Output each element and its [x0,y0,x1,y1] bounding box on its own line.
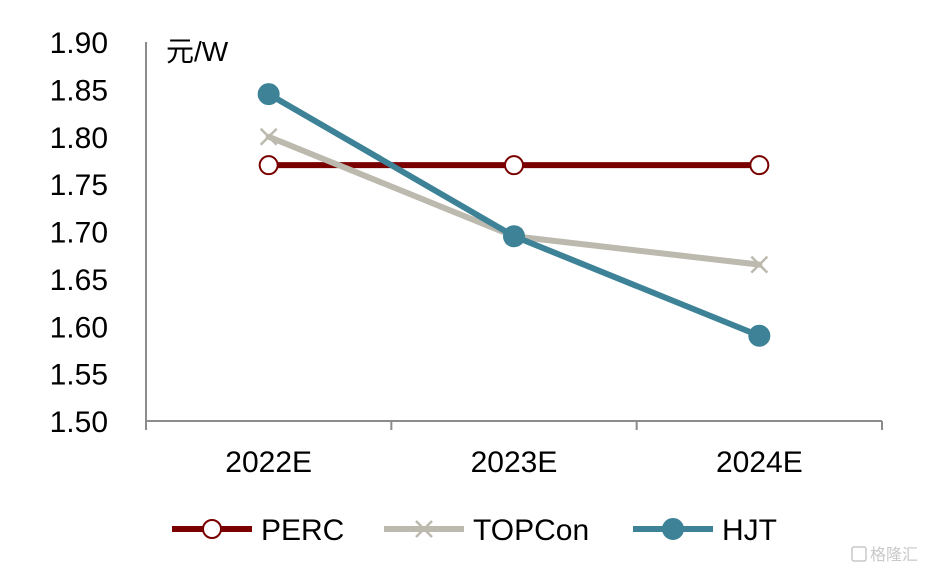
legend-item-topcon: TOPCon [384,514,589,547]
y-tick-labels: 1.90 1.85 1.80 1.75 1.70 1.65 1.60 1.55 1.50 [50,27,108,439]
legend-marker-perc [202,519,222,539]
y-tick-label: 1.50 [50,406,108,439]
y-tick-label: 1.70 [50,217,108,250]
series-topcon [259,127,769,274]
y-tick-label: 1.85 [50,74,108,107]
y-tick-label: 1.55 [50,359,108,392]
legend-label-topcon: TOPCon [473,514,589,547]
watermark-logo-icon [851,546,867,562]
x-marker-stroke [259,127,278,146]
legend-item-perc: PERC [172,514,344,547]
watermark-text: 格隆汇 [870,545,918,564]
x-tick-marks [145,421,883,430]
data-point-topcon [259,127,278,146]
series-perc [258,155,770,176]
legend-label-perc: PERC [261,514,344,547]
series-line-hjt [265,91,763,339]
x-tick-label: 2022E [225,446,312,479]
x-marker-stroke [415,520,433,538]
y-tick-label: 1.90 [50,27,108,60]
x-tick-label: 2023E [471,446,558,479]
legend-label-hjt: HJT [722,514,777,547]
x-tick-label: 2024E [716,446,803,479]
legend: PERC TOPCon HJT [172,514,777,547]
y-tick-label: 1.80 [50,122,108,155]
y-tick-label: 1.60 [50,311,108,344]
data-point-perc [504,155,524,176]
y-tick-label: 1.75 [50,169,108,202]
unit-label: 元/W [166,36,229,67]
data-point-topcon [750,255,769,274]
y-tick-label: 1.65 [50,264,108,297]
data-point-hjt [257,83,280,106]
series-hjt [257,83,771,347]
x-marker-stroke [750,255,769,274]
watermark: 格隆汇 [851,545,918,564]
data-point-perc [258,155,279,176]
x-tick-labels: 2022E 2023E 2024E [225,446,802,479]
data-point-hjt [748,324,771,347]
legend-marker-hjt [662,518,684,540]
legend-marker-topcon [415,520,433,538]
series-layer [257,83,771,347]
data-point-hjt [503,225,525,248]
data-point-perc [749,155,770,176]
legend-item-hjt: HJT [633,514,777,547]
